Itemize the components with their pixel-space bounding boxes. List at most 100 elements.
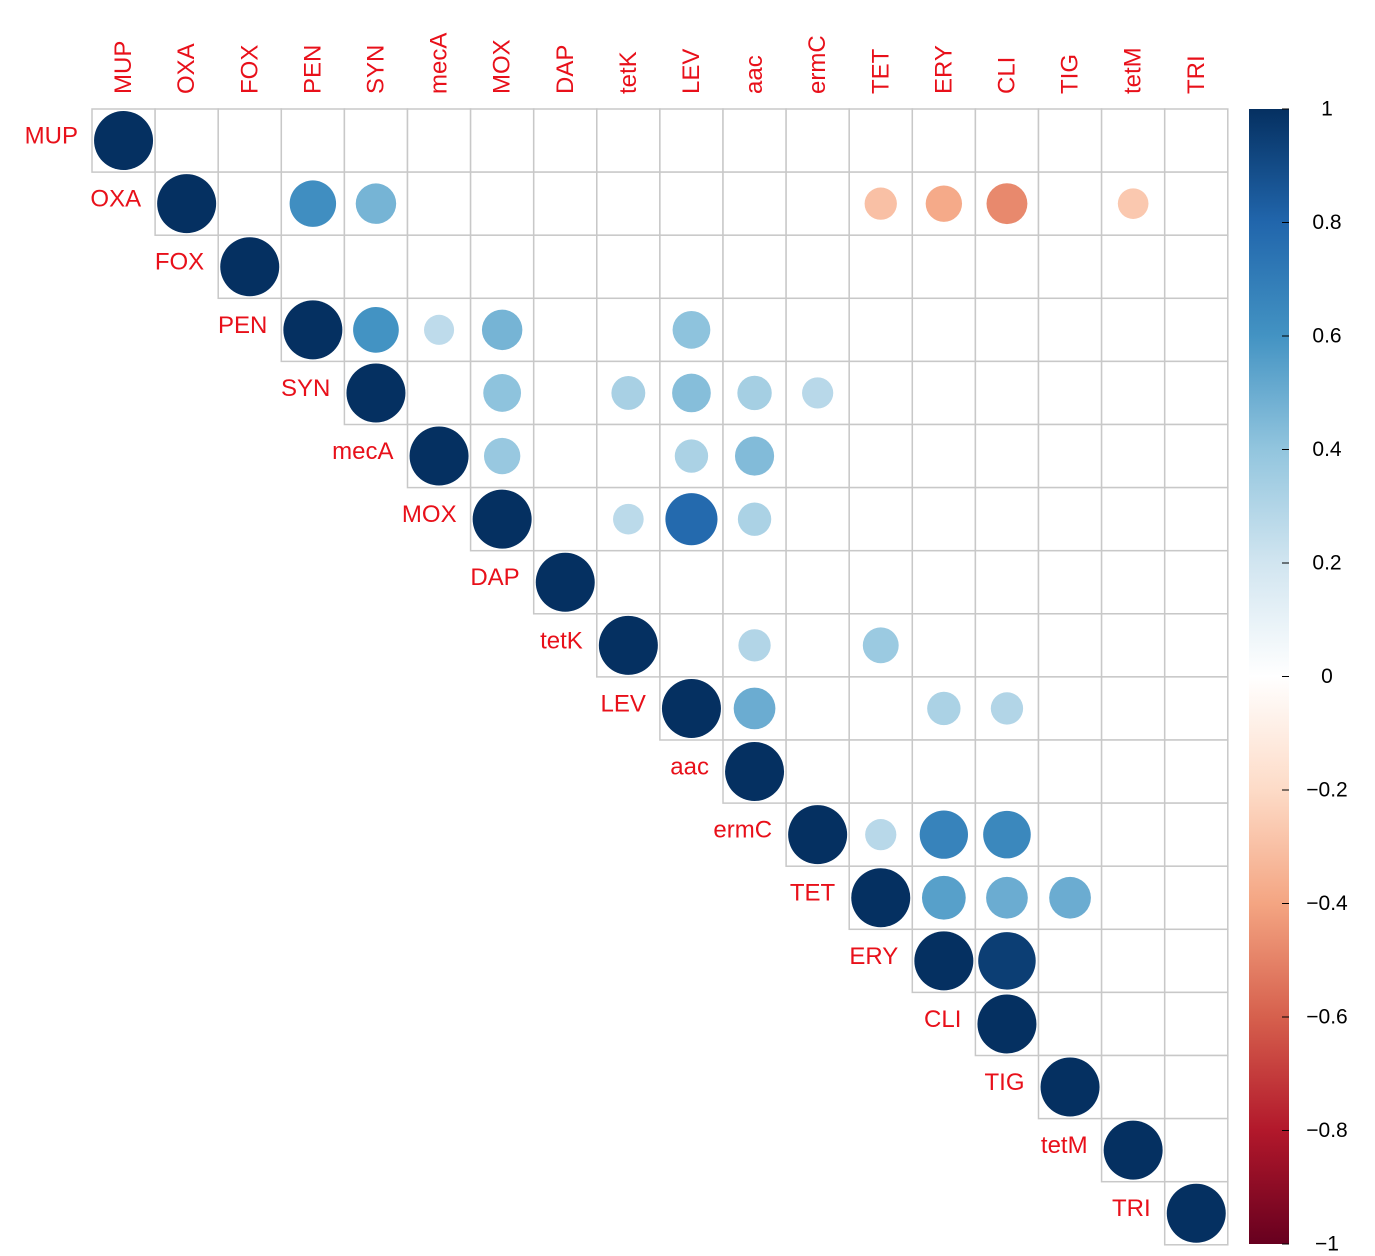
grid-cell-ermc-tri — [1163, 802, 1229, 867]
corr-circle-ery-cli — [978, 932, 1036, 990]
grid-cell-aac-ermc — [785, 739, 850, 804]
grid-cell-dap-tet — [848, 549, 914, 615]
grid-cell-aac-tig — [1037, 739, 1103, 804]
corr-circle-lev-lev — [661, 678, 721, 738]
grid-cell-fox-mox — [469, 234, 535, 300]
grid-cell-mup-ermc — [785, 108, 850, 173]
corr-circle-pen-syn — [353, 306, 399, 353]
grid-cell-meca-tig — [1037, 423, 1103, 489]
column-label-tig: TIG — [1057, 54, 1084, 94]
grid-cell-oxa-aac — [722, 171, 787, 236]
grid-cell-oxa-syn — [343, 171, 409, 236]
grid-cell-pen-ery — [911, 297, 977, 363]
grid-cell-fox-ery — [911, 234, 977, 300]
grid-cell-mox-cli — [974, 486, 1040, 552]
grid-cell-mup-meca — [406, 108, 472, 173]
row-label-dap: DAP — [470, 564, 519, 591]
grid-cell-mox-dap — [532, 486, 598, 552]
colorbar-tick-label: −0.8 — [1306, 1119, 1347, 1142]
column-label-dap: DAP — [552, 45, 579, 94]
corr-circle-dap-dap — [535, 552, 595, 612]
grid-cell-pen-cli — [974, 297, 1040, 363]
grid-cell-mup-aac — [722, 108, 787, 173]
colorbar-legend: 1 0.8 0.6 0.4 0.2 0 −0.2 −0.4 −0.6 −0.8 −1 — [1249, 98, 1348, 1256]
corr-circle-oxa-syn — [355, 183, 397, 224]
colorbar-tick-label: −1 — [1315, 1233, 1339, 1256]
grid-cell-oxa-mox — [469, 171, 535, 236]
grid-cell-syn-dap — [532, 360, 598, 426]
corr-circle-tetk-tet — [862, 627, 899, 664]
column-labels: MUP OXA FOX PEN SYN mecA MOX DAP tetK LEV aac ermC T… — [110, 33, 1210, 94]
grid-cell-dap-ery — [911, 549, 977, 615]
grid-cell-fox-tri — [1163, 234, 1229, 300]
grid-cell-mup-ery — [911, 108, 977, 173]
grid-cell-aac-tri — [1163, 739, 1229, 804]
column-label-lev: LEV — [678, 49, 705, 94]
row-label-aac: aac — [670, 754, 709, 781]
grid-cell-ermc-tetm — [1100, 802, 1166, 867]
grid-cell-tetk-ermc — [785, 613, 850, 678]
grid-cell-dap-ermc — [785, 549, 850, 615]
grid-cell-oxa-tetk — [596, 171, 661, 236]
column-label-mox: MOX — [489, 39, 516, 94]
grid-cell-oxa-dap — [532, 171, 598, 236]
corr-circle-tig-tig — [1040, 1057, 1100, 1117]
grid-cell-tetk-lev — [659, 613, 724, 678]
corr-circle-meca-aac — [734, 436, 775, 476]
grid-cell-syn-tri — [1163, 360, 1229, 426]
grid-cell-mup-tig — [1037, 108, 1103, 173]
grid-cell-fox-tetk — [596, 234, 661, 300]
grid-cell-mup-tetm — [1100, 108, 1166, 173]
grid-cell-tetk-tri — [1163, 613, 1229, 678]
grid-cell-tetk-cli — [974, 613, 1040, 678]
row-label-oxa: OXA — [90, 186, 141, 213]
grid-cell-mox-tig — [1037, 486, 1103, 552]
corr-circle-mox-mox — [472, 489, 532, 549]
corr-circle-mox-lev — [665, 493, 718, 546]
column-label-meca: mecA — [426, 33, 453, 94]
corr-circle-fox-fox — [220, 237, 280, 297]
colorbar-tick-label: 0 — [1321, 665, 1333, 688]
corr-circle-lev-ery — [927, 691, 961, 726]
grid-cell-tig-tetm — [1100, 1054, 1166, 1120]
grid-cell-syn-tig — [1037, 360, 1103, 426]
row-label-mox: MOX — [402, 501, 457, 528]
grid-cell-aac-tet — [848, 739, 914, 804]
grid-cell-syn-tetm — [1100, 360, 1166, 426]
row-label-ery: ERY — [849, 943, 898, 970]
grid-cell-oxa-lev — [659, 171, 724, 236]
grid-cell-tetm-tri — [1163, 1117, 1229, 1183]
column-label-ermc: ermC — [804, 35, 831, 94]
grid-cell-pen-dap — [532, 297, 598, 363]
grid-cell-tig-tri — [1163, 1054, 1229, 1120]
corr-circle-tri-tri — [1166, 1183, 1226, 1243]
grid-cell-fox-tetm — [1100, 234, 1166, 300]
row-labels: MUP OXA FOX PEN SYN mecA MOX DAP tetK LEV aac ermC T… — [25, 123, 1151, 1223]
row-label-meca: mecA — [332, 438, 393, 465]
corr-circle-pen-pen — [283, 300, 343, 360]
column-label-tri: TRI — [1183, 55, 1210, 94]
colorbar-tick-label: −0.6 — [1306, 1006, 1347, 1029]
grid-cell-meca-ery — [911, 423, 977, 489]
corr-circle-mox-aac — [737, 502, 772, 536]
corr-circle-pen-mox — [481, 309, 523, 351]
grid-cell-fox-lev — [659, 234, 724, 300]
grid-cell-mox-tetm — [1100, 486, 1166, 552]
corr-circle-pen-lev — [672, 310, 711, 349]
grid-cell-mup-tri — [1163, 108, 1229, 173]
corr-circle-syn-tetk — [611, 376, 646, 410]
corr-circle-oxa-tetm — [1117, 188, 1149, 219]
circle-layer — [94, 111, 1226, 1243]
grid-cell-syn-ery — [911, 360, 977, 426]
colorbar-tick-label: 0.6 — [1312, 325, 1341, 348]
corr-circle-tet-tig — [1049, 876, 1091, 919]
grid-cell-fox-meca — [406, 234, 472, 300]
corr-circle-lev-aac — [733, 687, 776, 730]
grid-cell-mup-mox — [469, 108, 535, 173]
grid-cell-pen-aac — [722, 297, 787, 363]
row-label-mup: MUP — [25, 123, 78, 150]
corr-circle-oxa-ery — [925, 185, 963, 222]
row-label-syn: SYN — [281, 375, 330, 402]
grid-cell-cli-tetm — [1100, 991, 1166, 1057]
